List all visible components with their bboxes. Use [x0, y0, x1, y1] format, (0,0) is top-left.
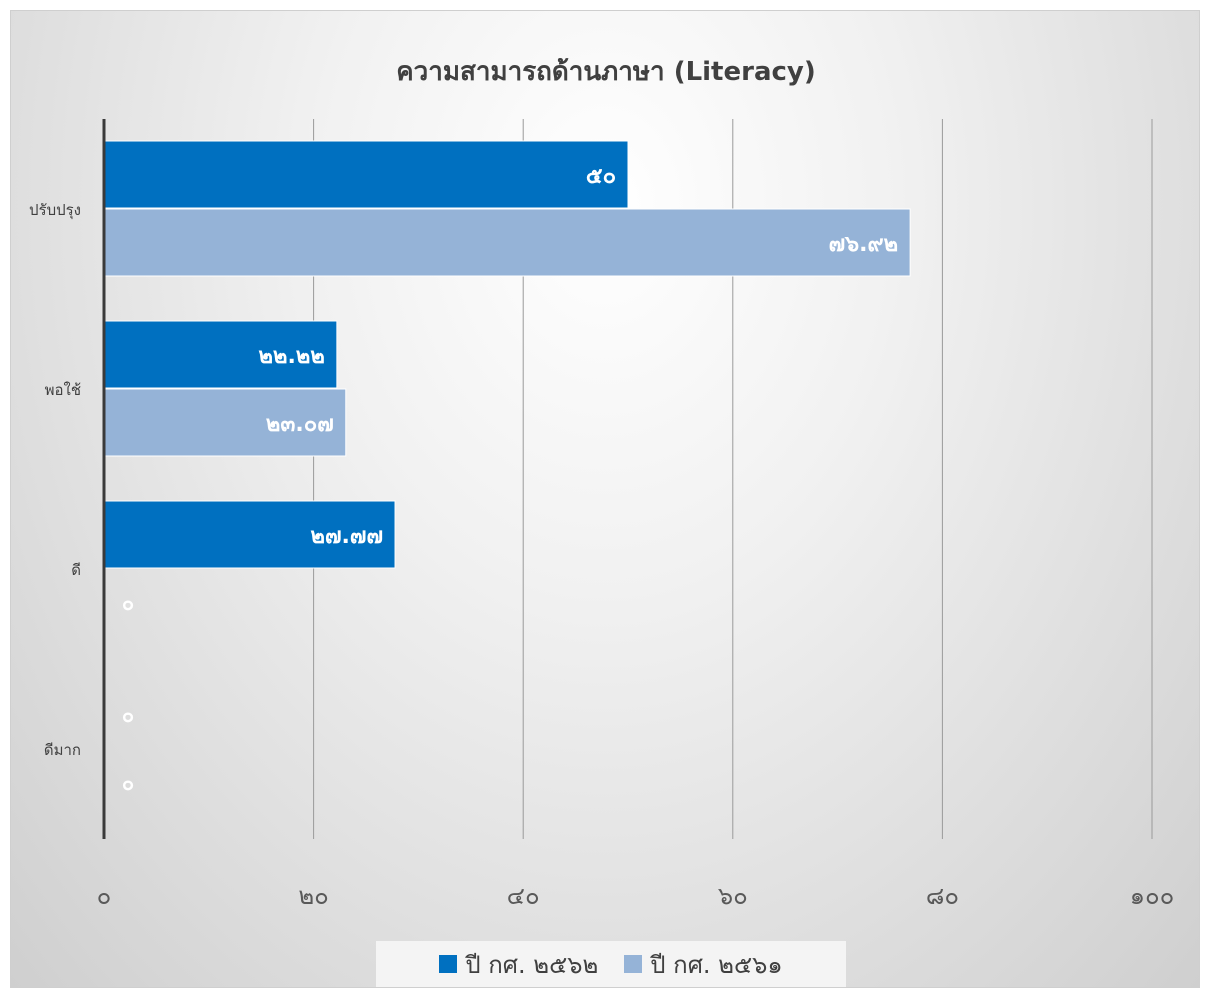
data-label-s1-c1: ๕๐: [586, 164, 616, 189]
category-label-4: ดีมาก: [44, 741, 81, 759]
bar-s1-c3: [103, 500, 396, 569]
chart-frame: ความสามารถด้านภาษา (Literacy) ปรับปรุง ๕๐…: [10, 10, 1200, 988]
data-label-s1-c3: ๒๗.๗๗: [311, 524, 384, 549]
x-tick-label-0: ๐: [97, 882, 112, 910]
bar-s2-c1: [103, 208, 911, 277]
bar-s2-c2: [103, 388, 347, 457]
plot-area: ปรับปรุง๕๐๗๖.๙๒พอใช้๒๒.๒๒๒๓.๐๗ดี๒๗.๗๗๐ดี…: [29, 119, 1175, 910]
legend-label-series-1: ปี กศ. ๒๕๖๒: [465, 950, 599, 979]
x-tick-label-60: ๖๐: [718, 882, 748, 910]
category-label-1: ปรับปรุง: [29, 201, 81, 220]
bar-s1-c1: [103, 140, 629, 209]
x-tick-label-40: ๔๐: [507, 882, 540, 910]
x-tick-label-80: ๘๐: [926, 882, 959, 910]
legend-swatch-series-1: [439, 955, 458, 973]
x-tick-label-100: ๑๐๐: [1130, 882, 1175, 910]
legend: ปี กศ. ๒๕๖๒ ปี กศ. ๒๕๖๑: [376, 941, 846, 987]
data-label-s2-c1: ๗๖.๙๒: [829, 232, 898, 257]
legend-swatch-series-2: [624, 955, 643, 973]
category-label-2: พอใช้: [45, 381, 81, 399]
x-tick-label-20: ๒๐: [298, 882, 328, 910]
chart-title: ความสามารถด้านภาษา (Literacy): [396, 57, 816, 87]
data-label-s1-c4: ๐: [122, 703, 134, 727]
legend-item-series-2: ปี กศ. ๒๕๖๑: [624, 945, 783, 984]
legend-item-series-1: ปี กศ. ๒๕๖๒: [439, 945, 598, 984]
category-label-3: ดี: [71, 561, 81, 579]
data-label-s2-c4: ๐: [122, 771, 134, 795]
data-label-s2-c3: ๐: [122, 591, 134, 615]
legend-label-series-2: ปี กศ. ๒๕๖๑: [650, 950, 783, 979]
data-label-s2-c2: ๒๓.๐๗: [266, 412, 334, 437]
data-label-s1-c2: ๒๒.๒๒: [258, 344, 324, 369]
